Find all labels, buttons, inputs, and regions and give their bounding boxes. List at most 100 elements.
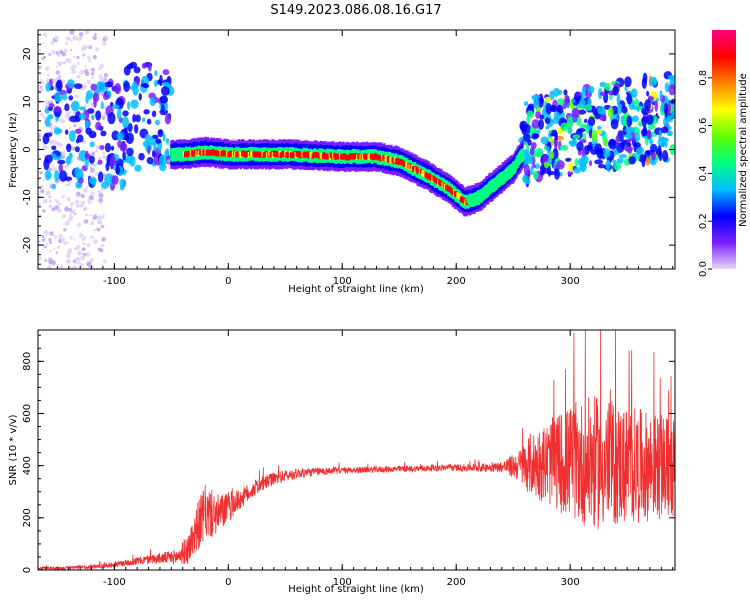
ridge-mark	[378, 155, 382, 161]
colorbar-tick-label: 0.8	[698, 70, 709, 86]
spectral-blob	[625, 133, 633, 140]
ridge-mark	[185, 151, 188, 157]
spectral-blob	[153, 79, 158, 88]
noise-speck	[42, 32, 48, 37]
noise-speck	[65, 165, 69, 169]
spectral-blob	[638, 154, 647, 163]
spectral-blob	[545, 125, 550, 130]
noise-speck	[61, 150, 66, 156]
ridge-mark	[444, 184, 448, 191]
ridge-mark	[422, 170, 425, 177]
spectral-blob	[143, 109, 150, 115]
spectral-blob	[70, 100, 80, 112]
ridge-mark	[344, 154, 347, 161]
ridge-mark	[276, 151, 279, 158]
noise-speck	[54, 205, 60, 211]
spectral-blob	[626, 93, 633, 105]
spectral-blob	[159, 95, 168, 104]
spectral-blob	[85, 127, 93, 135]
spectral-blob	[641, 115, 647, 128]
spectral-blob	[135, 114, 141, 123]
noise-speck	[83, 208, 86, 211]
spectral-blob	[607, 106, 614, 119]
ridge-mark	[357, 153, 360, 160]
noise-speck	[89, 257, 94, 263]
noise-speck	[91, 151, 95, 155]
ridge-mark	[325, 153, 328, 160]
spectral-blob	[54, 93, 63, 103]
noise-speck	[74, 261, 78, 265]
ridge-mark	[320, 153, 323, 159]
ridge-mark	[275, 150, 278, 157]
spectral-blob	[105, 162, 110, 172]
spectral-blob	[658, 153, 663, 162]
noise-speck	[55, 251, 59, 254]
spectral-blob	[573, 166, 581, 174]
ridge-mark	[182, 150, 186, 157]
spectral-blob	[153, 142, 157, 152]
ridge-mark	[291, 152, 294, 159]
noise-speck	[66, 197, 71, 202]
noise-speck	[48, 199, 52, 203]
colorbar-tick-label: 0.4	[698, 165, 709, 181]
spectral-blob	[634, 98, 639, 107]
ridge-mark	[197, 150, 200, 156]
noise-speck	[98, 66, 103, 71]
spectral-blob	[100, 130, 107, 137]
spectral-blob	[596, 147, 604, 159]
noise-speck	[78, 32, 84, 37]
spectral-blob	[119, 142, 128, 152]
spectral-blob	[565, 157, 572, 162]
ridge-mark	[483, 189, 486, 196]
ridge-mark	[346, 154, 350, 161]
spectral-blob	[146, 118, 152, 125]
noise-speck	[51, 165, 55, 168]
ridge-mark	[243, 150, 246, 157]
spectral-blob	[552, 87, 560, 97]
ridge-mark	[348, 154, 351, 161]
y-tick-label: 20	[22, 48, 33, 61]
ridge-mark	[315, 152, 318, 158]
ridge-mark	[463, 197, 466, 204]
ridge-mark	[280, 151, 284, 158]
spectral-blob	[88, 155, 95, 164]
ridge-mark	[220, 150, 223, 157]
spectral-blob	[104, 173, 114, 186]
spectral-blob	[54, 170, 60, 182]
spectral-blob	[661, 126, 669, 134]
noise-speck	[54, 35, 59, 40]
noise-speck	[75, 204, 80, 208]
ridge-mark	[198, 149, 202, 156]
noise-speck	[63, 60, 66, 64]
noise-speck	[77, 250, 83, 256]
spectral-blob	[104, 142, 111, 153]
ridge-mark	[435, 178, 439, 185]
spectral-blob	[122, 110, 129, 117]
x-tick-label: 0	[225, 577, 231, 588]
ridge-mark	[367, 154, 370, 161]
spectral-blob	[617, 103, 623, 115]
spectral-blob	[641, 128, 648, 137]
ridge-mark	[342, 153, 345, 160]
ridge-mark	[225, 150, 228, 157]
ridge-mark	[174, 151, 178, 157]
spectral-blob	[576, 141, 584, 152]
spectral-blob	[79, 113, 87, 120]
noise-speck	[92, 54, 97, 60]
noise-speck	[71, 69, 76, 74]
noise-speck	[79, 35, 83, 39]
spectral-blob	[539, 114, 545, 120]
ridge-mark	[380, 155, 383, 162]
noise-speck	[65, 258, 71, 265]
spectral-blob	[44, 154, 53, 164]
ridge-mark	[504, 171, 507, 178]
ridge-mark	[316, 152, 319, 158]
spectral-blob	[56, 128, 63, 134]
noise-speck	[39, 48, 42, 52]
noise-speck	[92, 35, 97, 41]
spectral-blob	[125, 132, 134, 145]
ridge-mark	[374, 153, 377, 159]
spectral-blob	[532, 133, 540, 139]
spectral-blob	[89, 141, 95, 148]
noise-speck	[92, 239, 98, 245]
